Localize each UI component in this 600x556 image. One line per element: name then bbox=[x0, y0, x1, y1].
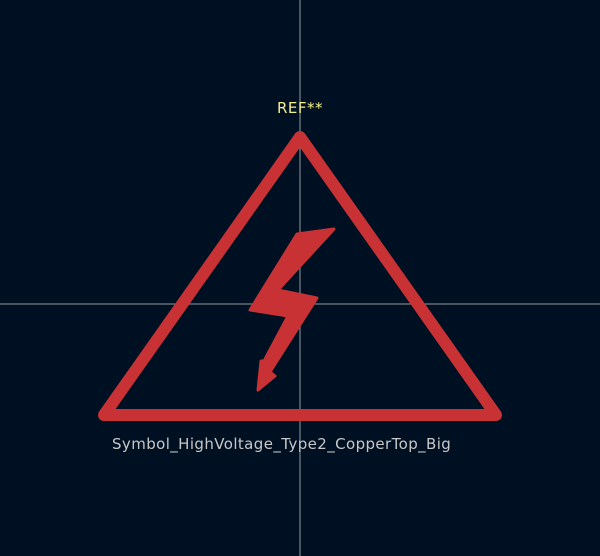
warning-triangle bbox=[98, 131, 502, 421]
reference-designator[interactable]: REF** bbox=[276, 99, 324, 117]
high-voltage-warning-icon[interactable] bbox=[98, 131, 502, 421]
footprint-value-label[interactable]: Symbol_HighVoltage_Type2_CopperTop_Big bbox=[112, 435, 452, 453]
lightning-bolt bbox=[248, 227, 336, 392]
